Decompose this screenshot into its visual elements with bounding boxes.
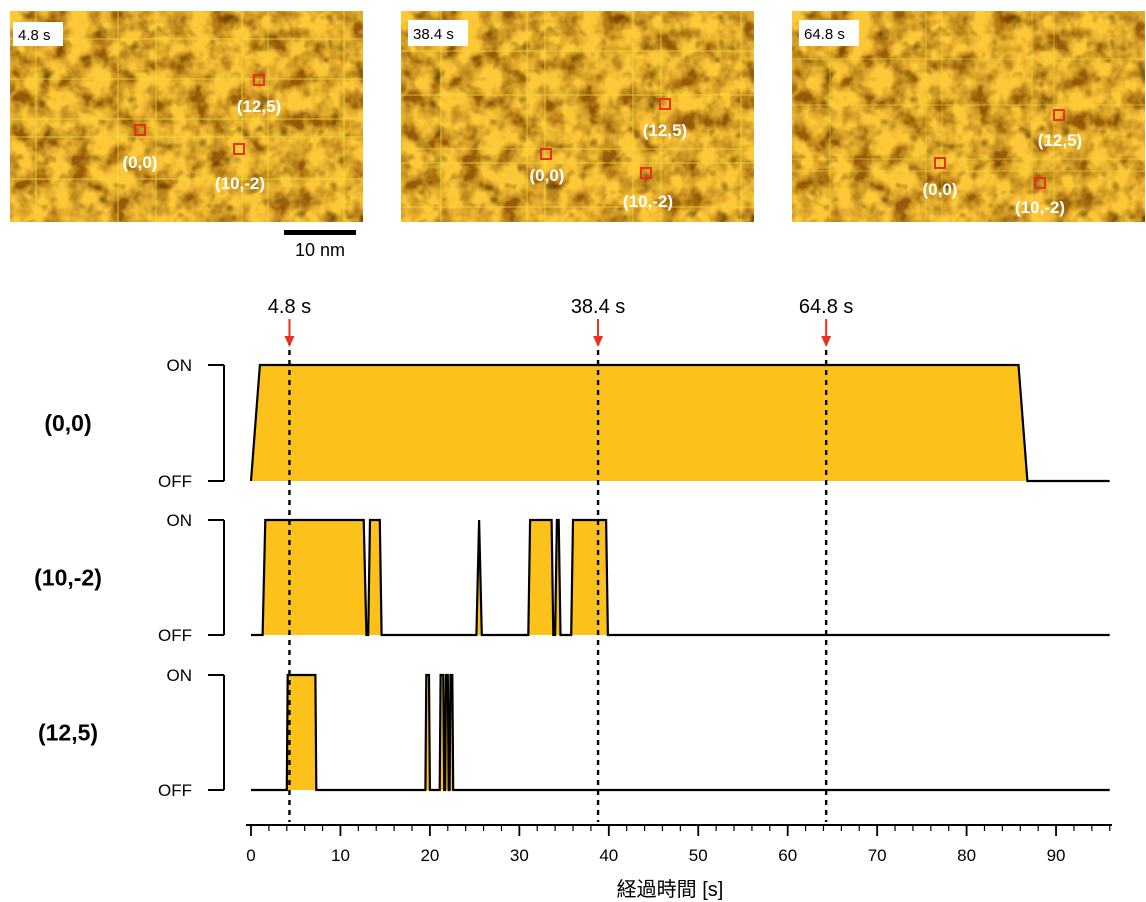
site-marker-(12,5): (12,5)	[643, 98, 687, 140]
afm-image-background	[792, 11, 1145, 222]
svg-text:(0,0): (0,0)	[923, 180, 958, 199]
afm-image-panel-4.8s: 4.8 s (0,0) (12,5) (10,-2)	[10, 11, 363, 222]
svg-text:(10,-2): (10,-2)	[623, 192, 673, 211]
x-tick-label: 60	[778, 846, 797, 865]
time-marker-dashed-lines	[288, 340, 828, 822]
site-marker-(0,0): (0,0)	[530, 148, 565, 185]
time-marker-label-64.8 s: 64.8 s	[799, 296, 853, 318]
afm-grid-lines	[401, 11, 754, 222]
y-axis-labels: ON OFF ON OFF ON OFF	[158, 356, 225, 800]
x-axis-label: 経過時間 [s]	[617, 878, 724, 901]
series-fill-(0,0)	[251, 365, 1110, 481]
x-axis: 0 10 20 30 40 50 60 70 80 90	[246, 824, 1112, 865]
x-tick-label: 70	[868, 846, 887, 865]
row-labels: (0,0) (10,-2) (12,5)	[34, 410, 102, 746]
series-trace-(10,-2)	[251, 518, 1110, 637]
time-label-box	[799, 20, 859, 46]
time-marker-label-38.4 s: 38.4 s	[571, 296, 625, 318]
series-fill-(10,-2)	[251, 520, 1110, 635]
series-fill-(12,5)	[251, 675, 1110, 790]
site-marker-(12,5): (12,5)	[1038, 109, 1082, 150]
timeline-chart: ON OFF ON OFF ON OFF (0,0) (10,-2) (12,5) 4.8 s…	[34, 296, 1112, 901]
x-tick-label: 50	[689, 846, 708, 865]
x-tick-label: 10	[331, 846, 350, 865]
afm-image-background	[401, 11, 754, 222]
series-traces	[249, 363, 1110, 792]
y-tick-label-on: ON	[167, 511, 193, 530]
time-label: 38.4 s	[413, 26, 454, 43]
series-trace-(12,5)	[251, 673, 1110, 792]
time-markers: 4.8 s 38.4 s 64.8 s	[268, 296, 853, 347]
afm-image-panel-64.8s: 64.8 s (0,0) (12,5) (10,-2)	[792, 11, 1145, 222]
time-label-box	[408, 20, 468, 46]
time-marker-arrowhead	[821, 336, 832, 347]
time-label: 64.8 s	[804, 26, 845, 43]
time-marker-arrowhead	[284, 336, 295, 347]
row-label-(12,5): (12,5)	[38, 720, 98, 746]
y-tick-label-on: ON	[167, 666, 193, 685]
site-marker-(10,-2): (10,-2)	[623, 167, 673, 211]
x-tick-label: 80	[957, 846, 976, 865]
row-label-(0,0): (0,0)	[44, 410, 91, 436]
y-tick-label-on: ON	[167, 356, 193, 375]
time-marker-label-4.8 s: 4.8 s	[268, 296, 311, 318]
series-trace-(0,0)	[249, 363, 1110, 483]
time-label: 4.8 s	[18, 27, 51, 44]
afm-image-background	[10, 11, 363, 222]
site-marker-(12,5): (12,5)	[237, 74, 281, 116]
svg-text:(10,-2): (10,-2)	[1015, 198, 1065, 217]
x-tick-label: 40	[599, 846, 618, 865]
time-marker-arrowhead	[593, 336, 604, 347]
y-tick-label-off: OFF	[158, 781, 192, 800]
svg-text:(10,-2): (10,-2)	[215, 174, 265, 193]
site-marker-(10,-2): (10,-2)	[1015, 177, 1065, 217]
x-tick-label: 20	[420, 846, 439, 865]
svg-text:(0,0): (0,0)	[530, 166, 565, 185]
svg-text:(12,5): (12,5)	[1038, 131, 1082, 150]
y-tick-label-off: OFF	[158, 472, 192, 491]
row-label-(10,-2): (10,-2)	[34, 565, 102, 591]
site-marker-(0,0): (0,0)	[123, 124, 158, 172]
afm-grid-lines	[10, 11, 363, 222]
scale-bar: 10 nm	[284, 230, 356, 260]
y-tick-label-off: OFF	[158, 626, 192, 645]
afm-grid-lines	[792, 11, 1145, 222]
svg-text:(0,0): (0,0)	[123, 153, 158, 172]
x-tick-label: 0	[246, 846, 255, 865]
site-marker-(10,-2): (10,-2)	[215, 143, 265, 193]
svg-text:(12,5): (12,5)	[237, 97, 281, 116]
series-fills	[251, 365, 1110, 790]
afm-image-panel-38.4s: 38.4 s (0,0) (12,5) (10,-2)	[401, 11, 754, 222]
site-marker-(0,0): (0,0)	[923, 157, 958, 199]
scale-bar-label: 10 nm	[295, 240, 345, 260]
svg-text:(12,5): (12,5)	[643, 121, 687, 140]
x-tick-label: 90	[1047, 846, 1066, 865]
scale-bar-line	[284, 230, 356, 235]
time-label-box	[13, 22, 63, 46]
x-tick-label: 30	[510, 846, 529, 865]
